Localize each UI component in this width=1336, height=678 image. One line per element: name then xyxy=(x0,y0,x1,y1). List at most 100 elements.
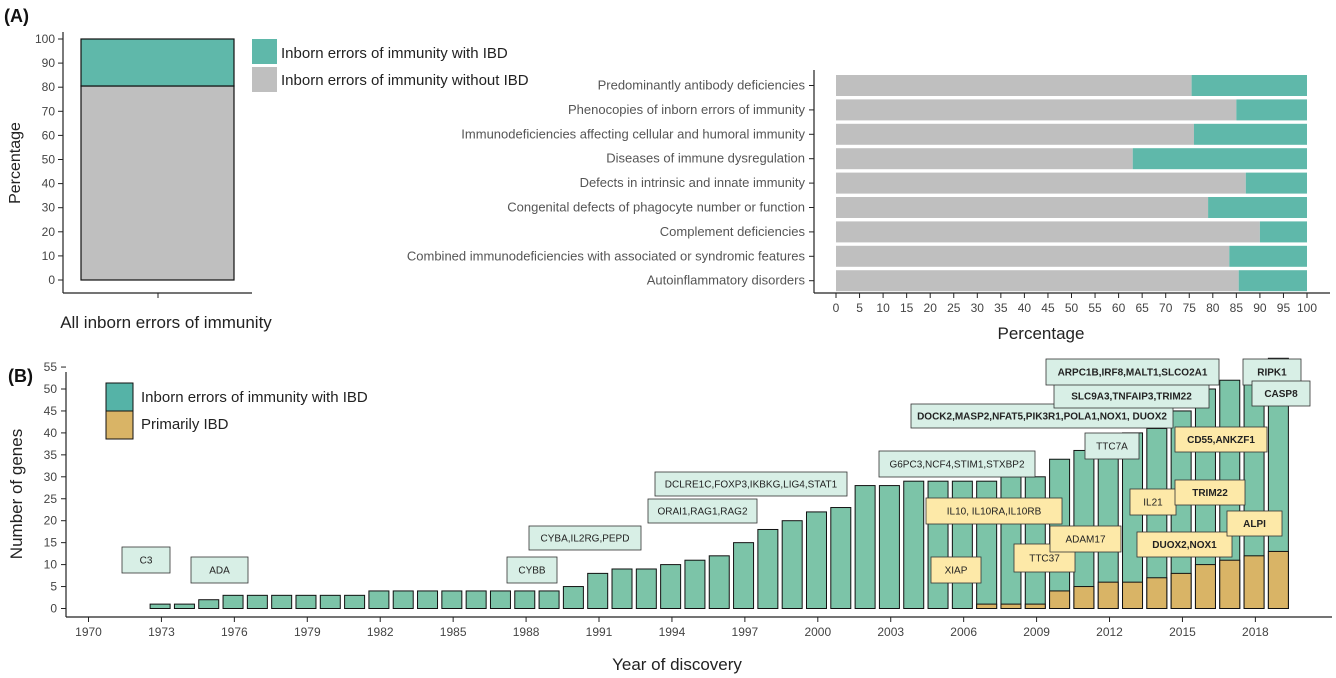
panel-a2-x-tick-label: 80 xyxy=(1206,301,1220,315)
panel-b-x-tick-label: 2000 xyxy=(804,625,831,639)
legend-swatch-b-with-ibd xyxy=(105,382,134,412)
bar-without-ibd xyxy=(836,99,1237,121)
panel-a2-x-tick-label: 40 xyxy=(1018,301,1032,315)
panel-b-y-tick-label: 0 xyxy=(50,602,57,616)
panel-b-x-tick-label: 1997 xyxy=(732,625,759,639)
primarily-ibd-bar xyxy=(1267,550,1289,609)
gene-annotation-box xyxy=(528,525,642,551)
gene-annotation-box xyxy=(1053,383,1210,409)
panel-a-y-tick-label: 40 xyxy=(42,177,56,191)
panel-b-x-tick-label: 2018 xyxy=(1242,625,1269,639)
legend-swatch-with-ibd xyxy=(252,39,277,64)
panel-a2-x-tick-label: 0 xyxy=(833,301,840,315)
panel-b-x-tick-label: 1970 xyxy=(75,625,102,639)
gene-annotation-box xyxy=(1226,510,1283,537)
gene-count-bar xyxy=(708,555,730,610)
panel-b-y-tick-label: 25 xyxy=(44,492,58,506)
panel-b-x-tick-label: 2006 xyxy=(950,625,977,639)
panel-b-x-tick-label: 2009 xyxy=(1023,625,1050,639)
panel-b-label: (B) xyxy=(8,366,33,386)
panel-a-horizontal-bar-chart: 0 5 10 15 20 25 30 35 40 45 50 55 60 65 70 75 80 85 90 95 10… xyxy=(407,70,1330,343)
gene-count-bar xyxy=(149,603,171,609)
primarily-ibd-bar xyxy=(1073,586,1095,609)
gene-annotation-label: DCLRE1C,FOXP3,IKBKG,LIG4,STAT1 xyxy=(665,480,838,491)
gene-annotation-label: IL10, IL10RA,IL10RB xyxy=(947,507,1042,518)
primarily-ibd-bar xyxy=(1024,603,1046,609)
gene-annotation-box xyxy=(506,556,558,584)
panel-b-x-axis-title: Year of discovery xyxy=(612,655,742,674)
panel-a2-x-tick-label: 30 xyxy=(971,301,985,315)
gene-count-bar xyxy=(198,599,220,609)
gene-count-bar xyxy=(246,594,268,610)
panel-b-y-tick-label: 55 xyxy=(44,360,58,374)
category-label: Complement deficiencies xyxy=(660,224,806,239)
panel-b-y-axis-title: Number of genes xyxy=(7,429,26,559)
panel-b-x-tick-label: 1985 xyxy=(440,625,467,639)
primarily-ibd-bar xyxy=(1097,581,1119,609)
bar-with-ibd xyxy=(1245,172,1307,194)
panel-a2-x-tick-label: 20 xyxy=(924,301,938,315)
gene-annotation-label: CYBA,IL2RG,PEPD xyxy=(541,534,630,545)
gene-count-bar xyxy=(417,590,439,610)
panel-a-y-tick-label: 30 xyxy=(42,201,56,215)
bar-without-ibd xyxy=(836,221,1260,243)
panel-a2-x-tick-label: 45 xyxy=(1041,301,1055,315)
bar-with-ibd xyxy=(1191,75,1307,96)
gene-annotation-label: RIPK1 xyxy=(1257,368,1287,379)
gene-annotation-label: DOCK2,MASP2,NFAT5,PIK3R1,POLA1,NOX1, DUO… xyxy=(917,412,1167,423)
category-label: Diseases of immune dysregulation xyxy=(606,151,805,166)
gene-annotation-box xyxy=(1049,525,1122,553)
panel-a2-x-axis-title: Percentage xyxy=(998,324,1085,343)
gene-count-bar xyxy=(465,590,487,610)
gene-annotation-label: SLC9A3,TNFAIP3,TRIM22 xyxy=(1071,392,1192,403)
category-label: Combined immunodeficiencies with associa… xyxy=(407,248,806,263)
gene-count-bar xyxy=(562,586,584,609)
gene-annotation-box xyxy=(654,471,848,497)
panel-b-y-tick-label: 20 xyxy=(44,514,58,528)
panel-b-y-tick-label: 40 xyxy=(44,426,58,440)
bar-without-ibd xyxy=(836,172,1246,194)
gene-annotation-box xyxy=(121,546,171,574)
panel-a-y-tick-label: 100 xyxy=(35,32,55,46)
panel-b-x-tick-label: 2012 xyxy=(1096,625,1123,639)
bar-with-ibd xyxy=(1236,99,1307,121)
panel-b-y-tick-label: 5 xyxy=(50,580,57,594)
gene-count-bar xyxy=(344,594,366,610)
panel-a2-x-tick-label: 25 xyxy=(947,301,961,315)
panel-b-y-tick-label: 35 xyxy=(44,448,58,462)
panel-a2-x-tick-label: 85 xyxy=(1230,301,1244,315)
gene-annotation-box xyxy=(925,497,1063,525)
bar-without-ibd xyxy=(836,270,1239,292)
gene-count-bar xyxy=(757,528,779,609)
primarily-ibd-bar xyxy=(1243,555,1265,610)
panel-b-x-tick-label: 2015 xyxy=(1169,625,1196,639)
panel-a2-x-tick-label: 65 xyxy=(1135,301,1149,315)
panel-a2-x-tick-label: 55 xyxy=(1088,301,1102,315)
primarily-ibd-bar xyxy=(1194,564,1216,609)
gene-count-bar xyxy=(368,590,390,610)
gene-annotation-label: DUOX2,NOX1 xyxy=(1152,540,1217,551)
panel-b-x-tick-label: 1979 xyxy=(294,625,321,639)
gene-annotation-box xyxy=(647,498,758,524)
primarily-ibd-bar xyxy=(1170,572,1192,610)
gene-count-bar xyxy=(611,568,633,609)
gene-count-bar xyxy=(1000,476,1022,609)
bar-without-ibd xyxy=(836,148,1133,170)
panel-a-y-tick-label: 60 xyxy=(42,128,56,142)
panel-b-y-tick-label: 50 xyxy=(44,382,58,396)
panel-a2-x-tick-label: 75 xyxy=(1183,301,1197,315)
gene-annotation-label: ARPC1B,IRF8,MALT1,SLCO2A1 xyxy=(1058,368,1208,379)
panel-a-legend: Inborn errors of immunity with IBD Inbor… xyxy=(252,39,529,92)
gene-annotation-box xyxy=(1251,380,1311,407)
gene-count-bar xyxy=(222,594,244,610)
gene-annotation-label: IL21 xyxy=(1143,498,1163,509)
category-label: Predominantly antibody deficiencies xyxy=(598,78,806,93)
panel-a-y-tick-label: 90 xyxy=(42,56,56,70)
panel-a-y-axis-title: Percentage xyxy=(7,122,24,204)
gene-count-bar xyxy=(392,590,414,610)
primarily-ibd-bar xyxy=(1049,590,1071,610)
panel-b-x-tick-label: 1982 xyxy=(367,625,394,639)
panel-a2-x-tick-label: 10 xyxy=(876,301,890,315)
primarily-ibd-bar xyxy=(1219,559,1241,610)
